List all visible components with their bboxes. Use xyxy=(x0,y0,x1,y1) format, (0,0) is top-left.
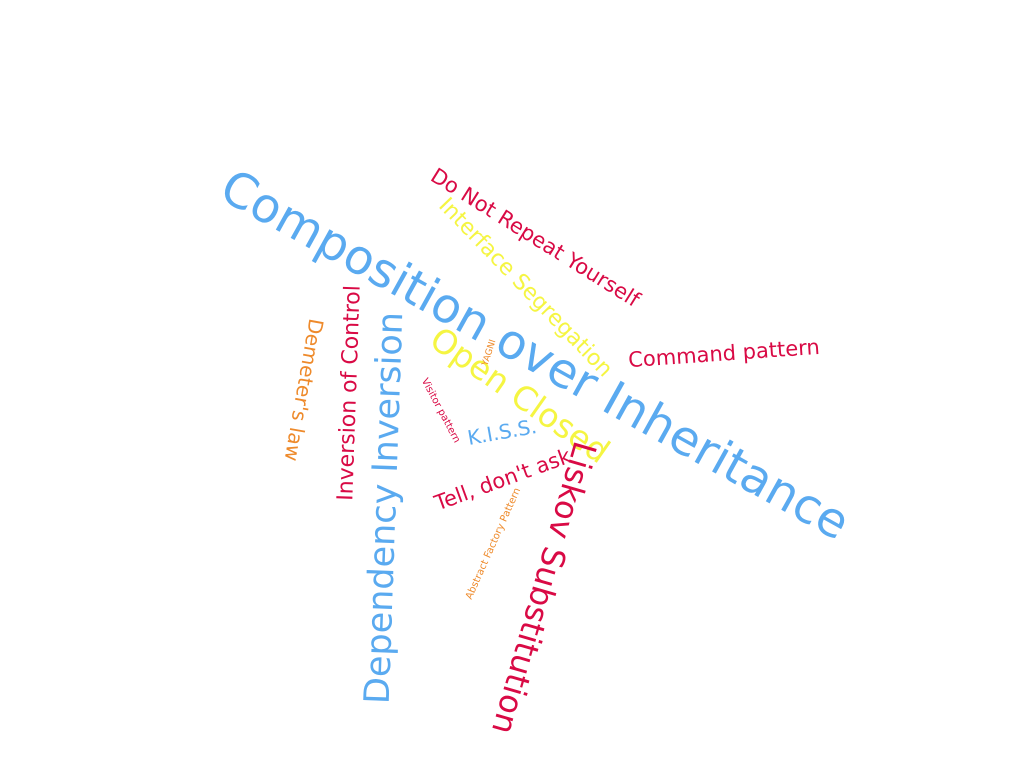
word-demeters-law: Demeter's law xyxy=(279,316,329,464)
word-kiss: K.I.S.S. xyxy=(465,414,539,450)
word-command-pattern: Command pattern xyxy=(627,334,821,373)
word-visitor-pattern: Visitor pattern xyxy=(418,376,463,445)
word-dependency-inversion: Dependency Inversion xyxy=(357,311,412,705)
word-abstract-factory-pattern: Abstract Factory Pattern xyxy=(463,486,524,602)
word-inversion-of-control: Inversion of Control xyxy=(333,284,366,502)
